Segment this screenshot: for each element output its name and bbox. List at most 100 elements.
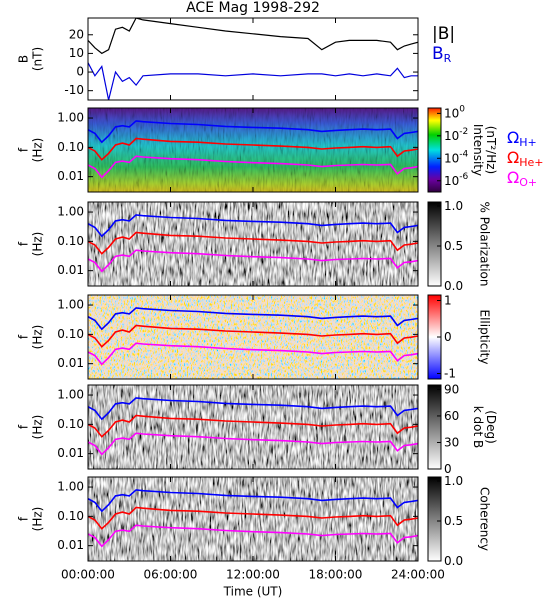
- chart-title: ACE Mag 1998-292: [186, 0, 320, 16]
- colorbar-tick-text: 0.5: [444, 514, 463, 528]
- colorbar-tick-text: 30: [444, 435, 459, 449]
- y-axis-label: f: [17, 516, 31, 521]
- colorbar-tick-label: 0.5: [444, 514, 463, 528]
- colorbar-tick-label: 1.0: [444, 199, 463, 213]
- colorbar-tick-exponent: 0: [459, 104, 465, 114]
- y-axis-label: (nT): [31, 47, 45, 71]
- y-axis-label: (Hz): [31, 138, 45, 163]
- data-line: [88, 506, 418, 530]
- y-tick-label: 1.00: [57, 388, 84, 402]
- y-tick-label: 0.10: [57, 327, 84, 341]
- panel: 1.00 0.10 0.01 f (Hz) 90 60 30 0 k dot B (Deg): [17, 382, 499, 476]
- colorbar: [427, 107, 442, 193]
- colorbar-tick-label: 1: [444, 293, 452, 307]
- colorbar-tick-text: 1.0: [444, 199, 463, 213]
- legend-entry: ΩHe+: [507, 148, 544, 170]
- colorbar-label: k dot B: [471, 406, 485, 448]
- y-axis-label: f: [17, 241, 31, 246]
- legend-label: Ω: [507, 148, 519, 167]
- colorbar: [427, 201, 442, 287]
- legend-label: Ω: [507, 168, 519, 187]
- colorbar-tick-text: 0.0: [444, 554, 463, 568]
- colorbar-tick-label: 1.0: [444, 474, 463, 488]
- y-axis-label: B: [17, 55, 31, 63]
- y-tick-label: 0: [76, 65, 84, 79]
- data-line: [88, 137, 418, 161]
- y-axis-label: (Hz): [31, 325, 45, 350]
- legend-sub: H+: [519, 136, 537, 149]
- x-tick-label: 18:00:00: [309, 568, 363, 582]
- data-line: [88, 397, 418, 421]
- data-line: [88, 432, 418, 456]
- colorbar-tick-label: 90: [444, 382, 459, 396]
- y-tick-label: 10: [69, 46, 84, 60]
- y-axis-label: (Hz): [31, 507, 45, 532]
- x-axis-label: Time (UT): [223, 585, 283, 599]
- colorbar-tick-label: 10-2: [444, 126, 468, 142]
- legend-entry: ΩO+: [507, 168, 537, 190]
- colorbar-tick-label: -1: [444, 366, 456, 380]
- colorbar-tick-label: 0: [444, 462, 452, 476]
- colorbar-tick-text: 60: [444, 408, 459, 422]
- legend-entry: ΩH+: [507, 128, 537, 150]
- lines: [88, 18, 418, 100]
- panel: 1.00 0.10 0.01 00:00:00 06:00:00 12:00:00 18:0…: [17, 474, 492, 582]
- legend-label: |B|: [432, 24, 455, 44]
- axes-frame: [87, 17, 419, 101]
- x-tick-label: 06:00:00: [144, 568, 198, 582]
- y-tick-label: 0.10: [57, 234, 84, 248]
- y-axis-label: f: [17, 424, 31, 429]
- lines: [88, 120, 418, 179]
- y-tick-label: 1.00: [57, 111, 84, 125]
- data-line: [88, 489, 418, 513]
- colorbar-tick-text: 1.0: [444, 474, 463, 488]
- colorbar-tick-text: 10: [444, 128, 459, 142]
- y-tick-label: 0.01: [57, 263, 84, 277]
- data-line: [88, 307, 418, 331]
- x-tick-label: 24:00:00: [391, 568, 445, 582]
- y-tick-label: 0.01: [57, 169, 84, 183]
- lines: [88, 307, 418, 366]
- colorbar-tick-text: 0.5: [444, 239, 463, 253]
- y-tick-label: 20: [69, 27, 84, 41]
- y-tick-label: 0.01: [57, 446, 84, 460]
- data-line: [88, 414, 418, 438]
- data-line: [88, 62, 418, 100]
- colorbar-tick-text: -1: [444, 366, 456, 380]
- data-line: [88, 18, 418, 55]
- colorbar-tick-text: 10: [444, 151, 459, 165]
- legend-entry: |B|: [432, 24, 455, 44]
- colorbar-tick-text: 0.0: [444, 279, 463, 293]
- colorbar: [427, 476, 442, 562]
- colorbar-tick-label: 0: [444, 330, 452, 344]
- data-line: [88, 342, 418, 366]
- y-axis-label: f: [17, 147, 31, 152]
- colorbar-tick-label: 10-6: [444, 171, 469, 187]
- legend-sub: O+: [519, 176, 537, 189]
- data-line: [88, 120, 418, 144]
- data-line: [88, 249, 418, 273]
- y-tick-label: 0.10: [57, 417, 84, 431]
- x-tick-label: 12:00:00: [226, 568, 280, 582]
- legend-sub: He+: [519, 156, 543, 169]
- y-tick-label: 0.10: [57, 509, 84, 523]
- colorbar-tick-label: 10-4: [444, 149, 469, 165]
- y-axis-label: (Hz): [31, 415, 45, 440]
- colorbar-tick-text: 1: [444, 293, 452, 307]
- colorbar-tick-label: 30: [444, 435, 459, 449]
- data-line: [88, 214, 418, 238]
- y-tick-label: 0.01: [57, 356, 84, 370]
- y-axis-label: (Hz): [31, 232, 45, 257]
- data-line: [88, 231, 418, 255]
- y-tick-label: 0.10: [57, 140, 84, 154]
- colorbar-tick-text: 10: [444, 173, 459, 187]
- legend-sub: R: [444, 52, 452, 65]
- colorbar-tick-text: 0: [444, 330, 452, 344]
- colorbar-tick-label: 100: [444, 104, 465, 120]
- colorbar-tick-exponent: -4: [459, 149, 468, 159]
- colorbar-label: Ellipticity: [478, 310, 492, 365]
- x-tick-label: 00:00:00: [61, 568, 115, 582]
- colorbar-tick-exponent: -6: [459, 171, 468, 181]
